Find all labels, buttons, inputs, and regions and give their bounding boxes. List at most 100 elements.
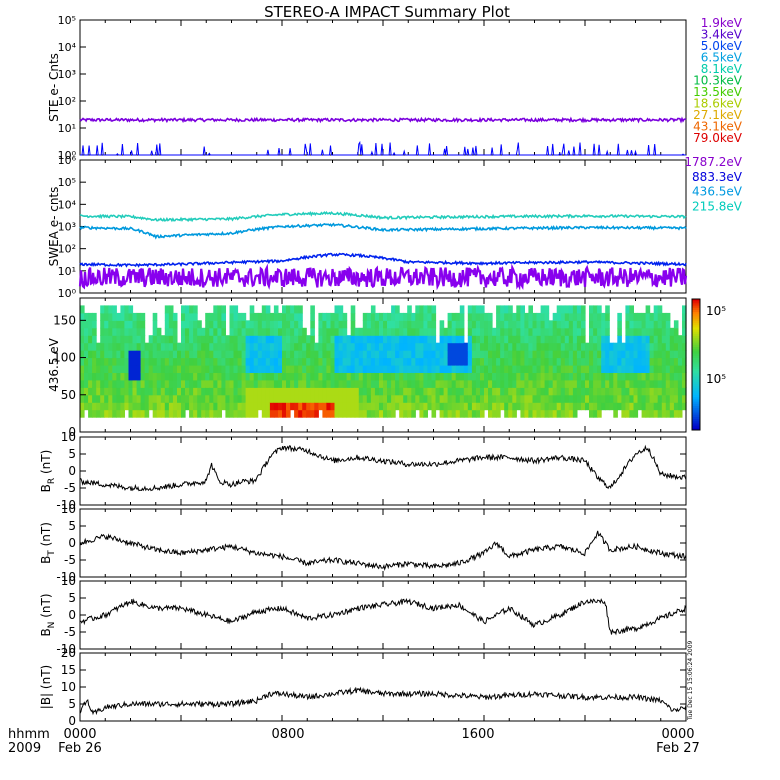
heatmap-cell	[302, 379, 307, 388]
colorbar-segment	[692, 316, 700, 320]
heatmap-cell	[439, 365, 445, 373]
heatmap-cell	[330, 387, 336, 396]
heatmap-cell	[597, 365, 602, 373]
heatmap-cell	[278, 342, 283, 351]
heatmap-cell	[407, 320, 412, 329]
heatmap-cell	[475, 327, 481, 336]
heatmap-cell	[548, 394, 554, 403]
ste-legend-item: 3.4keV	[701, 28, 743, 42]
heatmap-cell	[164, 335, 170, 344]
heatmap-cell	[629, 402, 634, 411]
heatmap-cell	[136, 357, 142, 366]
heatmap-cell	[415, 387, 420, 396]
heatmap-cell	[548, 409, 554, 418]
heatmap-cell	[560, 335, 566, 344]
heatmap-cell	[508, 409, 513, 418]
heatmap-cell	[326, 387, 331, 396]
heatmap-cell	[512, 320, 517, 329]
heatmap-cell	[492, 379, 497, 388]
heatmap-cell	[189, 379, 194, 388]
heatmap-cell	[383, 387, 388, 396]
heatmap-cell	[391, 387, 396, 396]
heatmap-cell	[625, 327, 630, 336]
heatmap-cell	[564, 342, 570, 351]
heatmap-cell	[512, 312, 517, 321]
heatmap-cell	[338, 342, 344, 351]
heatmap-cell	[435, 365, 441, 373]
heatmap-cell	[318, 379, 323, 388]
heatmap-cell	[645, 357, 651, 366]
heatmap-cell	[609, 342, 614, 351]
colorbar-segment	[692, 412, 700, 416]
heatmap-cell	[552, 320, 558, 329]
heatmap-cell	[265, 312, 271, 321]
heatmap-cell	[383, 402, 388, 411]
colorbar-segment	[692, 320, 700, 324]
heatmap-cell	[540, 365, 546, 373]
heatmap-cell	[350, 320, 356, 329]
heatmap-cell	[201, 365, 206, 373]
heatmap-cell	[625, 312, 630, 321]
heatmap-cell	[233, 379, 239, 388]
heatmap-cell	[585, 365, 590, 373]
heatmap-cell	[366, 402, 372, 411]
heatmap-cell	[269, 357, 275, 366]
heatmap-cell	[237, 350, 243, 359]
heatmap-cell	[677, 350, 683, 359]
heatmap-cell	[637, 312, 643, 321]
heatmap-cell	[423, 350, 428, 359]
heatmap-cell	[84, 387, 89, 396]
heatmap-cell	[633, 372, 639, 381]
heatmap-cell	[415, 372, 420, 381]
heatmap-cell	[492, 327, 497, 336]
heatmap-cell	[673, 387, 679, 396]
heatmap-cell	[484, 387, 489, 396]
heatmap-cell	[197, 320, 202, 329]
heatmap-cell	[536, 320, 542, 329]
heatmap-cell	[661, 357, 667, 366]
heatmap-cell	[471, 409, 477, 418]
heatmap-cell	[120, 372, 125, 381]
heatmap-cell	[508, 357, 513, 366]
heatmap-cell	[467, 327, 473, 336]
heatmap-cell	[379, 335, 384, 344]
heatmap-cell	[439, 394, 445, 403]
heatmap-cell	[104, 320, 109, 329]
heatmap-cell	[419, 394, 424, 403]
bmag-ytick-label: 0	[68, 714, 76, 728]
heatmap-cell	[463, 372, 469, 381]
heatmap-cell	[225, 394, 230, 403]
heatmap-cell	[229, 409, 235, 418]
heatmap-cell	[177, 372, 182, 381]
heatmap-cell	[609, 372, 614, 381]
heatmap-cell	[229, 365, 235, 373]
heatmap-cell	[358, 327, 364, 336]
heatmap-cell	[520, 357, 525, 366]
heatmap-cell	[601, 372, 606, 381]
heatmap-cell	[682, 305, 687, 314]
heatmap-cell	[330, 327, 336, 336]
heatmap-cell	[459, 350, 465, 359]
heatmap-cell	[500, 320, 505, 329]
ste-series-50keV	[80, 140, 686, 156]
heatmap-cell	[209, 365, 214, 373]
heatmap-cell	[576, 320, 582, 329]
heatmap-cell	[152, 387, 158, 396]
heatmap-cell	[431, 409, 437, 418]
heatmap-cell	[568, 387, 574, 396]
heatmap-cell	[334, 387, 340, 396]
heatmap-cell	[471, 327, 477, 336]
heatmap-cell	[116, 327, 121, 336]
heatmap-cell	[370, 387, 376, 396]
heatmap-cell	[431, 402, 437, 411]
heatmap-cell	[306, 357, 311, 366]
heatmap-cell	[544, 327, 550, 336]
heatmap-cell	[294, 394, 299, 403]
heatmap-cell	[92, 402, 97, 411]
heatmap-cell	[379, 372, 384, 381]
heatmap-cell	[395, 402, 400, 411]
heatmap-cell	[350, 387, 356, 396]
heatmap-cell	[116, 387, 121, 396]
bt-ytick-label: 10	[61, 502, 76, 516]
heatmap-cell	[552, 394, 558, 403]
